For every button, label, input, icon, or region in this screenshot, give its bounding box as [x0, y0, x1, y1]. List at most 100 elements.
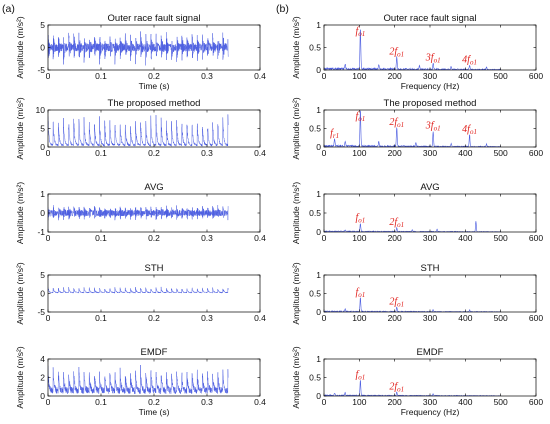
x-tick-label: 0.3	[201, 397, 213, 407]
subplot-title: EMDF	[417, 347, 444, 358]
y-tick-label: 5	[40, 20, 45, 30]
x-tick-label: 400	[458, 313, 472, 323]
y-axis-label: Amplitude (m/s²)	[15, 97, 25, 160]
y-axis-label: Amplitude (m/s²)	[291, 346, 301, 409]
x-tick-label: 300	[423, 397, 437, 407]
y-axis-label: Amplitude (m/s²)	[291, 182, 301, 245]
subplot-spec-3: AVG 0 100 200 300 400 500 600 0 0.5 1 Amplitude (m/…	[291, 182, 543, 245]
harmonic-annotation: fo1	[356, 111, 366, 123]
harmonic-annotation: fo1	[356, 369, 366, 381]
y-tick-label: 0	[316, 65, 321, 75]
y-tick-label: 0.5	[309, 208, 321, 218]
x-tick-label: 400	[458, 148, 472, 158]
x-tick-label: 0	[46, 313, 51, 323]
y-tick-label: 0.5	[309, 43, 321, 53]
subplot-title: STH	[421, 263, 440, 274]
x-tick-label: 0.3	[201, 148, 213, 158]
subplot-title: STH	[145, 263, 164, 274]
x-tick-label: 400	[458, 397, 472, 407]
x-tick-label: 600	[529, 313, 543, 323]
subplot-time-2: The proposed method 0 0.1 0.2 0.3 0.4 0 5 10 Ampl…	[15, 97, 266, 160]
harmonic-annotation: 2fo1	[389, 117, 404, 129]
y-tick-label: 0	[40, 289, 45, 299]
x-tick-label: 0.1	[95, 148, 107, 158]
x-tick-label: 0.2	[148, 397, 160, 407]
subplot-title: Outer race fault signal	[384, 13, 477, 24]
y-tick-label: 5	[40, 124, 45, 134]
x-tick-label: 400	[458, 71, 472, 81]
x-tick-label: 300	[423, 313, 437, 323]
x-tick-label: 0.4	[254, 313, 266, 323]
subplot-title: AVG	[420, 182, 439, 193]
y-tick-label: 1	[316, 105, 321, 115]
harmonic-annotation: 4fo1	[462, 55, 477, 67]
x-tick-label: 600	[529, 148, 543, 158]
x-tick-label: 0	[46, 397, 51, 407]
subplot-spec-4: STH 0 100 200 300 400 500 600 0 0.5 1 Amplitude (m/…	[291, 262, 543, 325]
panel-label-a: (a)	[2, 3, 15, 15]
x-tick-label: 0.2	[148, 71, 160, 81]
y-tick-label: 1	[316, 20, 321, 30]
x-axis-label: Frequency (Hz)	[401, 81, 460, 91]
plot-frame	[47, 109, 261, 148]
y-axis-label: Amplitude (m/s²)	[291, 16, 301, 79]
data-series	[48, 364, 229, 395]
data-series	[324, 297, 501, 312]
x-tick-label: 600	[529, 71, 543, 81]
panel-label-b: (b)	[276, 3, 289, 15]
y-tick-label: 0.5	[309, 124, 321, 134]
y-tick-label: 4	[40, 354, 45, 364]
subplot-title: AVG	[144, 182, 163, 193]
harmonic-annotation: fo1	[356, 26, 366, 38]
harmonic-annotation: 3fo1	[425, 53, 441, 65]
x-axis-label: Time (s)	[139, 81, 170, 91]
y-tick-label: 2	[40, 373, 45, 383]
data-series	[48, 205, 229, 221]
subplot-spec-5: EMDF 0 100 200 300 400 500 600 0 0.5 1 Frequency (H…	[291, 346, 543, 417]
x-tick-label: 200	[388, 397, 402, 407]
plot-frame	[47, 274, 261, 313]
harmonic-annotation: 4fo1	[462, 124, 477, 136]
y-tick-label: 0	[316, 227, 321, 237]
y-tick-label: 0	[40, 142, 45, 152]
x-tick-label: 300	[423, 71, 437, 81]
subplot-spec-2: The proposed method 0 100 200 300 400 500 600 0 0…	[291, 97, 543, 160]
x-tick-label: 0	[46, 71, 51, 81]
x-tick-label: 0.4	[254, 71, 266, 81]
x-tick-label: 0.3	[201, 233, 213, 243]
subplot-title: EMDF	[141, 347, 168, 358]
x-tick-label: 100	[352, 313, 366, 323]
x-tick-label: 0	[46, 233, 51, 243]
x-tick-label: 0.1	[95, 397, 107, 407]
x-tick-label: 200	[388, 71, 402, 81]
y-axis-label: Amplitude (m/s²)	[291, 97, 301, 160]
y-tick-label: 0	[316, 391, 321, 401]
subplot-time-5: EMDF 0 0.1 0.2 0.3 0.4 0 2 4 Time (s) Amplitude (m…	[15, 346, 266, 417]
y-tick-label: 1	[40, 189, 45, 199]
x-tick-label: 0.2	[148, 313, 160, 323]
x-tick-label: 0.4	[254, 233, 266, 243]
data-series	[324, 380, 501, 396]
x-tick-label: 300	[423, 233, 437, 243]
x-tick-label: 0	[46, 148, 51, 158]
subplot-spec-1: Outer race fault signal 0 100 200 300 400 500 6…	[291, 13, 543, 91]
y-axis-label: Amplitude (m/s²)	[291, 262, 301, 325]
x-tick-label: 100	[352, 397, 366, 407]
subplot-title: The proposed method	[384, 98, 477, 109]
x-tick-label: 100	[352, 233, 366, 243]
y-tick-label: 1	[316, 354, 321, 364]
harmonic-annotation: 2fo1	[389, 217, 404, 229]
x-tick-label: 0	[322, 148, 327, 158]
data-series	[48, 286, 229, 294]
y-tick-label: 0	[40, 43, 45, 53]
x-tick-label: 100	[352, 71, 366, 81]
y-tick-label: 0	[316, 142, 321, 152]
x-tick-label: 600	[529, 397, 543, 407]
x-axis-label: Time (s)	[139, 407, 170, 417]
x-tick-label: 0.3	[201, 71, 213, 81]
x-tick-label: 0.4	[254, 397, 266, 407]
y-tick-label: 0	[316, 307, 321, 317]
